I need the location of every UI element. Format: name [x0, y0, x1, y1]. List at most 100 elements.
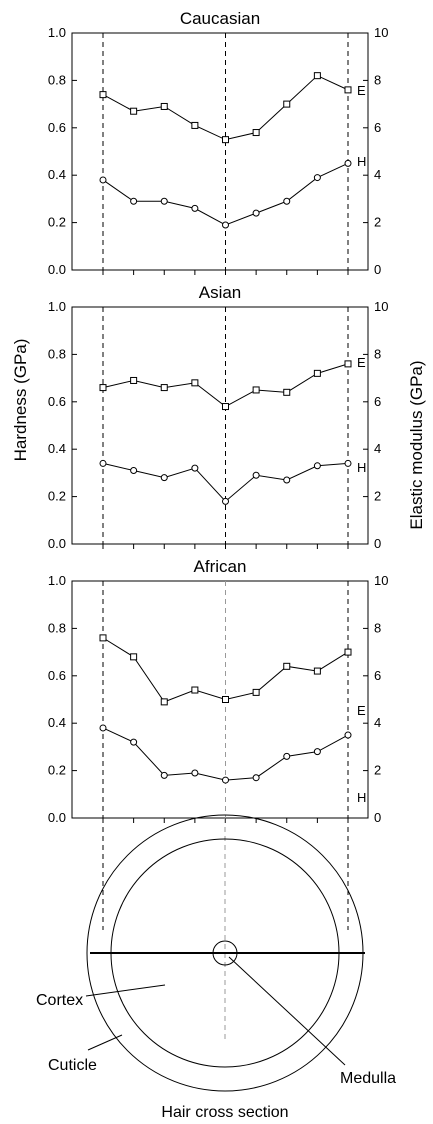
panel-asian: Asian 0.0 0.2 0.4 0.6 0.8 1.0 0 2 4 6 8 10 E H — [48, 283, 389, 551]
right-tick-label: 6 — [374, 668, 381, 683]
series-h-point — [222, 497, 229, 505]
left-axis-ticks: 0.0 0.2 0.4 0.6 0.8 1.0 — [48, 25, 77, 277]
series-h-group — [99, 459, 352, 505]
right-axis-title: Elastic modulus (GPa) — [407, 360, 426, 529]
left-tick-label: 0.4 — [48, 715, 66, 730]
panel-title: Caucasian — [180, 9, 260, 28]
left-tick-label: 1.0 — [48, 299, 66, 314]
series-e-point — [191, 121, 199, 129]
right-tick-label: 2 — [374, 489, 381, 504]
series-h-point — [252, 471, 260, 479]
right-tick-label: 6 — [374, 120, 381, 135]
series-e-point — [344, 86, 352, 94]
series-e-label: E — [357, 83, 366, 98]
left-axis-title: Hardness (GPa) — [11, 339, 30, 462]
series-h-label: H — [357, 460, 366, 475]
right-tick-label: 0 — [374, 262, 381, 277]
right-tick-label: 8 — [374, 72, 381, 87]
cuticle-leader — [87, 1034, 123, 1051]
series-e-point — [99, 634, 107, 642]
left-tick-label: 0.8 — [48, 620, 66, 635]
right-tick-label: 2 — [374, 215, 381, 230]
series-e-label: E — [357, 703, 366, 718]
series-h-point — [313, 174, 321, 182]
series-h-point — [160, 197, 168, 205]
series-e-point — [252, 688, 260, 696]
series-e-point — [313, 369, 321, 377]
series-h-point — [99, 724, 107, 732]
series-h-point — [130, 467, 138, 475]
right-tick-label: 0 — [374, 536, 381, 551]
plot-frame — [71, 580, 369, 819]
series-h-point — [130, 738, 138, 746]
series-e-point — [222, 136, 229, 144]
cuticle-label: Cuticle — [48, 1057, 97, 1074]
left-tick-label: 0.8 — [48, 346, 66, 361]
series-e-point — [99, 91, 107, 99]
left-tick-label: 0.4 — [48, 167, 66, 182]
series-e-point — [191, 686, 199, 694]
hair-cross-section-diagram: Cortex Cuticle Medulla Hair cross sectio… — [36, 814, 396, 1121]
panel-title: African — [194, 557, 247, 576]
left-tick-label: 1.0 — [48, 573, 66, 588]
series-e-label: E — [357, 355, 366, 370]
left-tick-label: 0.6 — [48, 668, 66, 683]
series-e-point — [99, 384, 107, 392]
series-e-point — [130, 107, 138, 115]
left-tick-label: 0.0 — [48, 810, 66, 825]
right-tick-label: 10 — [374, 299, 388, 314]
right-axis-ticks: 0 2 4 6 8 10 — [363, 25, 388, 277]
left-tick-label: 0.2 — [48, 763, 66, 778]
bottom-axis-ticks — [102, 544, 349, 549]
left-tick-label: 0.8 — [48, 72, 66, 87]
left-tick-label: 1.0 — [48, 25, 66, 40]
series-h-point — [313, 748, 321, 756]
connector-guides — [102, 818, 349, 1040]
series-h-point — [160, 771, 168, 779]
left-tick-label: 0.6 — [48, 394, 66, 409]
series-h-point — [283, 197, 291, 205]
series-e-point — [283, 662, 291, 670]
diagram-caption: Hair cross section — [161, 1104, 288, 1121]
left-tick-label: 0.0 — [48, 262, 66, 277]
series-e-point — [252, 129, 260, 137]
guide-lines — [102, 33, 349, 270]
series-e-point — [130, 653, 138, 661]
right-tick-label: 0 — [374, 810, 381, 825]
right-axis-ticks: 0 2 4 6 8 10 — [363, 573, 388, 825]
medulla-label: Medulla — [340, 1070, 396, 1087]
left-tick-label: 0.4 — [48, 441, 66, 456]
panel-title: Asian — [199, 283, 242, 302]
series-h-label: H — [357, 790, 366, 805]
panel-african: African 0.0 0.2 0.4 0.6 0.8 1.0 0 2 4 6 8 10 E H — [48, 557, 389, 825]
series-e-point — [160, 698, 168, 706]
right-tick-label: 10 — [374, 25, 388, 40]
panel-caucasian: Caucasian 0.0 0.2 0.4 0.6 0.8 1.0 0 2 4 6 8 10 E H — [48, 9, 389, 277]
series-h-point — [99, 459, 107, 467]
right-axis-ticks: 0 2 4 6 8 10 — [363, 299, 388, 551]
cortex-leader — [85, 984, 166, 997]
left-tick-label: 0.2 — [48, 215, 66, 230]
right-tick-label: 6 — [374, 394, 381, 409]
medulla-leader — [228, 956, 346, 1066]
series-h-label: H — [357, 154, 366, 169]
series-e-point — [313, 667, 321, 675]
series-e-point — [160, 102, 168, 110]
series-e-group — [99, 360, 352, 411]
right-tick-label: 4 — [374, 715, 381, 730]
series-h-point — [160, 474, 168, 482]
bottom-axis-ticks — [102, 270, 349, 275]
series-e-group — [99, 634, 352, 706]
series-e-point — [191, 379, 199, 387]
series-h-point — [283, 476, 291, 484]
series-e-point — [283, 388, 291, 396]
right-tick-label: 8 — [374, 346, 381, 361]
series-e-point — [130, 376, 138, 384]
left-tick-label: 0.6 — [48, 120, 66, 135]
series-e-point — [283, 100, 291, 108]
series-h-point — [283, 752, 291, 760]
series-h-point — [191, 464, 199, 472]
guide-lines — [102, 307, 349, 544]
series-h-point — [252, 209, 260, 217]
